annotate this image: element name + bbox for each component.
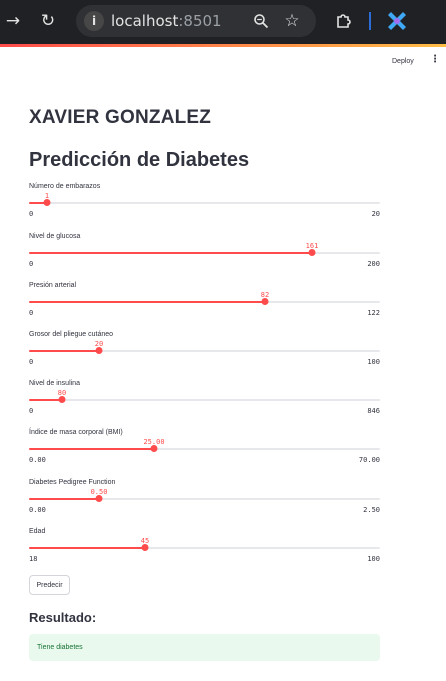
slider-min: 0: [29, 358, 33, 366]
browser-toolbar: → ↻ i localhost:8501 ☆: [0, 0, 446, 44]
slider-4[interactable]: Grosor del pliegue cutáneo 20 0 100: [29, 331, 380, 375]
extension-app-icon[interactable]: [385, 9, 409, 33]
slider-5[interactable]: Nivel de insulina 80 0 846: [29, 380, 380, 424]
slider-max: 122: [367, 309, 380, 317]
slider-thumb[interactable]: [142, 544, 149, 551]
slider-min: 0: [29, 407, 33, 415]
slider-fill: [29, 301, 265, 303]
slider-6[interactable]: Índice de masa corporal (BMI) 25.00 0.00 70…: [29, 429, 380, 473]
slider-track[interactable]: [29, 202, 380, 204]
slider-fill: [29, 547, 145, 549]
slider-1[interactable]: Número de embarazos 1 0 20: [29, 183, 380, 227]
address-bar[interactable]: i localhost:8501: [76, 5, 316, 37]
slider-2[interactable]: Nivel de glucosa 161 0 200: [29, 233, 380, 277]
slider-track[interactable]: [29, 399, 380, 401]
slider-max: 200: [367, 260, 380, 268]
slider-track[interactable]: [29, 547, 380, 549]
slider-min: 0: [29, 309, 33, 317]
author-title: XAVIER GONZALEZ: [29, 107, 211, 129]
slider-thumb[interactable]: [262, 298, 269, 305]
slider-track[interactable]: [29, 498, 380, 500]
slider-fill: [29, 448, 154, 450]
site-info-icon[interactable]: i: [84, 11, 104, 31]
slider-7[interactable]: Diabetes Pedigree Function 0.50 0.00 2.50: [29, 479, 380, 523]
main-menu-icon[interactable]: ⋮: [430, 54, 440, 65]
slider-min: 0.00: [29, 506, 46, 514]
slider-fill: [29, 399, 62, 401]
slider-max: 70.00: [359, 456, 380, 464]
slider-min: 0: [29, 260, 33, 268]
slider-label: Índice de masa corporal (BMI): [29, 429, 123, 436]
slider-thumb[interactable]: [44, 199, 51, 206]
slider-label: Diabetes Pedigree Function: [29, 479, 115, 486]
toolbar-divider: [369, 12, 371, 30]
slider-max: 100: [367, 555, 380, 563]
slider-max: 100: [367, 358, 380, 366]
slider-fill: [29, 498, 99, 500]
slider-max: 846: [367, 407, 380, 415]
slider-label: Nivel de glucosa: [29, 233, 80, 240]
zoom-icon[interactable]: [250, 10, 272, 32]
slider-thumb[interactable]: [59, 396, 66, 403]
arrow-forward-icon[interactable]: →: [2, 10, 24, 32]
result-success-alert: Tiene diabetes: [29, 634, 380, 661]
slider-fill: [29, 252, 312, 254]
slider-thumb[interactable]: [96, 347, 103, 354]
slider-min: 0.00: [29, 456, 46, 464]
slider-thumb[interactable]: [96, 495, 103, 502]
slider-label: Grosor del pliegue cutáneo: [29, 331, 113, 338]
deploy-button[interactable]: Deploy: [392, 58, 414, 65]
slider-thumb[interactable]: [151, 445, 158, 452]
slider-min: 18: [29, 555, 37, 563]
slider-min: 0: [29, 210, 33, 218]
slider-track[interactable]: [29, 301, 380, 303]
slider-label: Presión arterial: [29, 282, 76, 289]
extensions-puzzle-icon[interactable]: [333, 10, 355, 32]
slider-thumb[interactable]: [309, 249, 316, 256]
slider-label: Número de embarazos: [29, 183, 100, 190]
slider-track[interactable]: [29, 350, 380, 352]
result-message: Tiene diabetes: [37, 644, 83, 651]
url-host: localhost: [111, 12, 178, 30]
result-heading: Resultado:: [29, 610, 96, 625]
slider-fill: [29, 350, 99, 352]
reload-icon[interactable]: ↻: [37, 10, 59, 32]
slider-3[interactable]: Presión arterial 82 0 122: [29, 282, 380, 326]
slider-track[interactable]: [29, 252, 380, 254]
predict-button[interactable]: Predecir: [29, 575, 70, 595]
page-title: Predicción de Diabetes: [29, 149, 249, 172]
url-text[interactable]: localhost:8501: [111, 12, 222, 30]
app-decoration-bar: [0, 44, 446, 47]
slider-8[interactable]: Edad 45 18 100: [29, 528, 380, 572]
slider-track[interactable]: [29, 448, 380, 450]
url-port: :8501: [178, 12, 221, 30]
slider-label: Nivel de insulina: [29, 380, 80, 387]
slider-max: 20: [372, 210, 380, 218]
bookmark-star-icon[interactable]: ☆: [281, 10, 303, 32]
slider-label: Edad: [29, 528, 45, 535]
slider-max: 2.50: [363, 506, 380, 514]
